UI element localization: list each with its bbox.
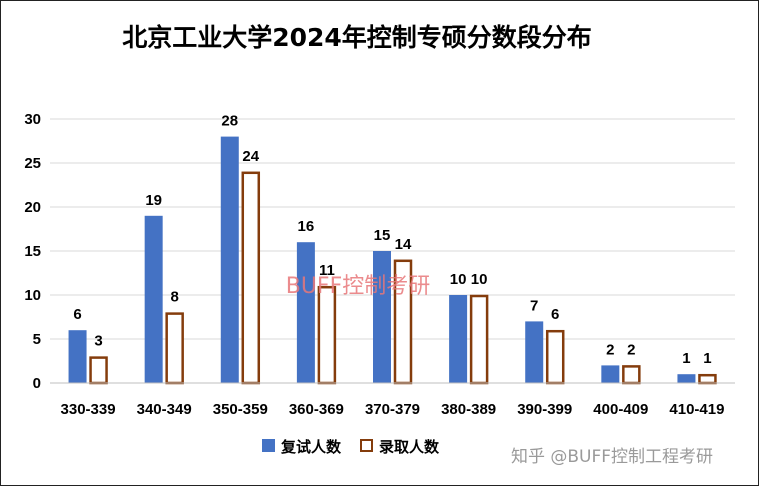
data-label: 10: [471, 271, 488, 288]
x-tick-label: 370-379: [365, 401, 420, 418]
y-tick-label: 0: [33, 375, 41, 392]
bar-retest-330-339: [68, 330, 87, 383]
bar-admitted-330-339: [89, 356, 108, 385]
bar-retest-390-399: [525, 321, 544, 383]
x-tick-label: 340-349: [137, 401, 192, 418]
bar-admitted-350-359: [241, 171, 261, 385]
bar-retest-380-389: [449, 295, 468, 383]
bar-retest-400-409: [601, 365, 620, 383]
data-label: 11: [319, 262, 335, 279]
legend: 复试人数 录取人数: [262, 438, 440, 456]
x-tick-label: 390-399: [517, 401, 572, 418]
watermark-text: BUFF控制考研: [286, 274, 431, 299]
legend-label: 录取人数: [379, 438, 440, 456]
credit-text: 知乎 @BUFF控制工程考研: [511, 447, 713, 467]
data-label: 1: [703, 350, 711, 367]
bar-retest-350-359: [220, 136, 239, 383]
y-tick-label: 30: [24, 111, 41, 128]
bar-admitted-390-399: [545, 329, 565, 385]
y-tick-label: 25: [24, 155, 41, 172]
bars: [68, 136, 717, 385]
chart-title: 北京工业大学2024年控制专硕分数段分布: [122, 23, 592, 52]
bar-retest-340-349: [144, 215, 163, 383]
data-label: 28: [221, 113, 238, 130]
bar-admitted-360-369: [317, 285, 337, 385]
data-label: 8: [170, 289, 178, 306]
x-tick-label: 350-359: [213, 401, 268, 418]
y-tick-label: 10: [24, 287, 41, 304]
data-label: 7: [530, 297, 538, 314]
legend-swatch-admitted: [360, 439, 373, 452]
data-label: 15: [374, 227, 391, 244]
y-tick-label: 5: [33, 331, 41, 348]
data-label: 19: [145, 192, 162, 209]
grid-lines: [50, 118, 735, 340]
y-axis-ticks: 0 5 10 15 20 25 30: [24, 111, 41, 392]
legend-label: 复试人数: [280, 438, 342, 456]
x-axis-ticks: 330-339 340-349 350-359 360-369 370-379 380-3…: [61, 401, 725, 418]
legend-swatch-retest: [262, 439, 275, 452]
x-tick-label: 400-409: [593, 401, 648, 418]
data-label: 16: [298, 218, 315, 235]
data-label: 2: [606, 341, 614, 358]
data-label: 14: [395, 236, 412, 253]
x-tick-label: 360-369: [289, 401, 344, 418]
bar-retest-410-419: [677, 374, 696, 383]
bar-retest-370-379: [373, 251, 391, 383]
data-label: 24: [242, 148, 259, 165]
y-tick-label: 20: [24, 199, 41, 216]
bar-admitted-380-389: [469, 294, 489, 385]
data-label: 2: [627, 341, 635, 358]
bar-retest-360-369: [296, 242, 315, 383]
bar-admitted-400-409: [622, 365, 641, 385]
data-label: 6: [551, 306, 559, 323]
data-label: 10: [450, 271, 467, 288]
y-tick-label: 15: [24, 243, 41, 260]
data-label: 1: [682, 350, 690, 367]
data-label: 3: [94, 333, 102, 350]
data-label: 6: [73, 306, 81, 323]
x-tick-label: 330-339: [61, 401, 116, 418]
bar-admitted-340-349: [165, 312, 184, 385]
x-tick-label: 410-419: [669, 401, 724, 418]
bar-admitted-410-419: [698, 373, 717, 385]
x-tick-label: 380-389: [441, 401, 496, 418]
